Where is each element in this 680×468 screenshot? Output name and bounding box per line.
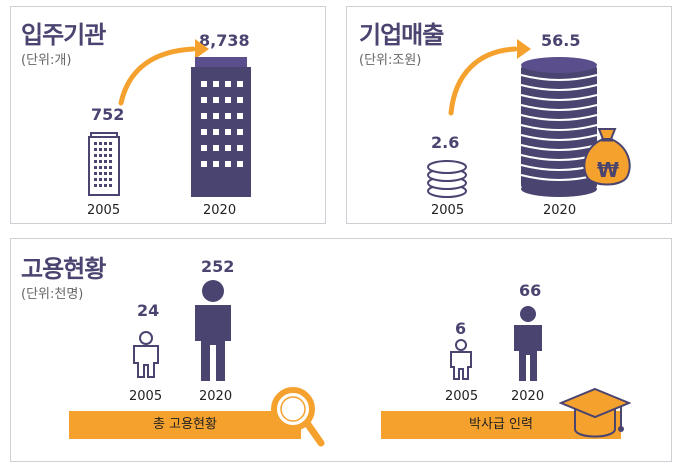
sales-title: 기업매출: [359, 21, 444, 49]
coin-stack-icon: [427, 160, 467, 198]
tenants-panel: 입주기관 (단위:개) 752 8,738: [10, 6, 326, 224]
growth-arrow-icon: [448, 39, 531, 116]
total-value-2020: 252: [201, 257, 235, 276]
tall-building-icon: [191, 57, 251, 197]
total-year-2020: 2020: [199, 389, 233, 404]
phd-year-2020: 2020: [511, 389, 545, 404]
employment-panel: 고용현황 (단위:천명) 24 252 2005 2020 총 고용현황 6 6…: [10, 238, 672, 462]
employment-title: 고용현황: [21, 255, 106, 283]
magnifier-icon: [271, 387, 325, 447]
sales-panel: 기업매출 (단위:조원) 2.6 56.5 ₩ 2005 2020: [346, 6, 672, 224]
person-outline-icon: [133, 331, 159, 378]
tenants-year-2020: 2020: [203, 203, 237, 218]
sales-value-2020: 56.5: [541, 31, 581, 50]
person-filled-icon: [195, 280, 231, 381]
phd-value-2020: 66: [519, 281, 542, 300]
total-year-2005: 2005: [129, 389, 163, 404]
won-symbol: ₩: [597, 158, 620, 182]
sales-value-2005: 2.6: [431, 133, 460, 152]
sales-year-2020: 2020: [543, 203, 577, 218]
phd-value-2005: 6: [455, 319, 467, 338]
small-building-icon: [88, 132, 120, 196]
tenants-title: 입주기관: [21, 21, 106, 49]
graduation-cap-icon: [559, 387, 631, 438]
employment-unit: (단위:천명): [21, 287, 84, 302]
tenants-value-2020: 8,738: [199, 31, 250, 50]
coin-stack-icon: [520, 57, 598, 197]
growth-arrow-icon: [118, 39, 209, 106]
person-filled-icon: [514, 306, 542, 381]
sales-year-2005: 2005: [431, 203, 465, 218]
sales-unit: (단위:조원): [359, 53, 422, 68]
person-outline-icon: [450, 339, 472, 380]
total-employment-label: 총 고용현황: [69, 411, 301, 439]
tenants-unit: (단위:개): [21, 53, 72, 68]
tenants-value-2005: 752: [91, 105, 125, 124]
money-bag-icon: [583, 128, 631, 186]
total-value-2005: 24: [137, 301, 160, 320]
phd-year-2005: 2005: [445, 389, 479, 404]
tenants-year-2005: 2005: [87, 203, 121, 218]
